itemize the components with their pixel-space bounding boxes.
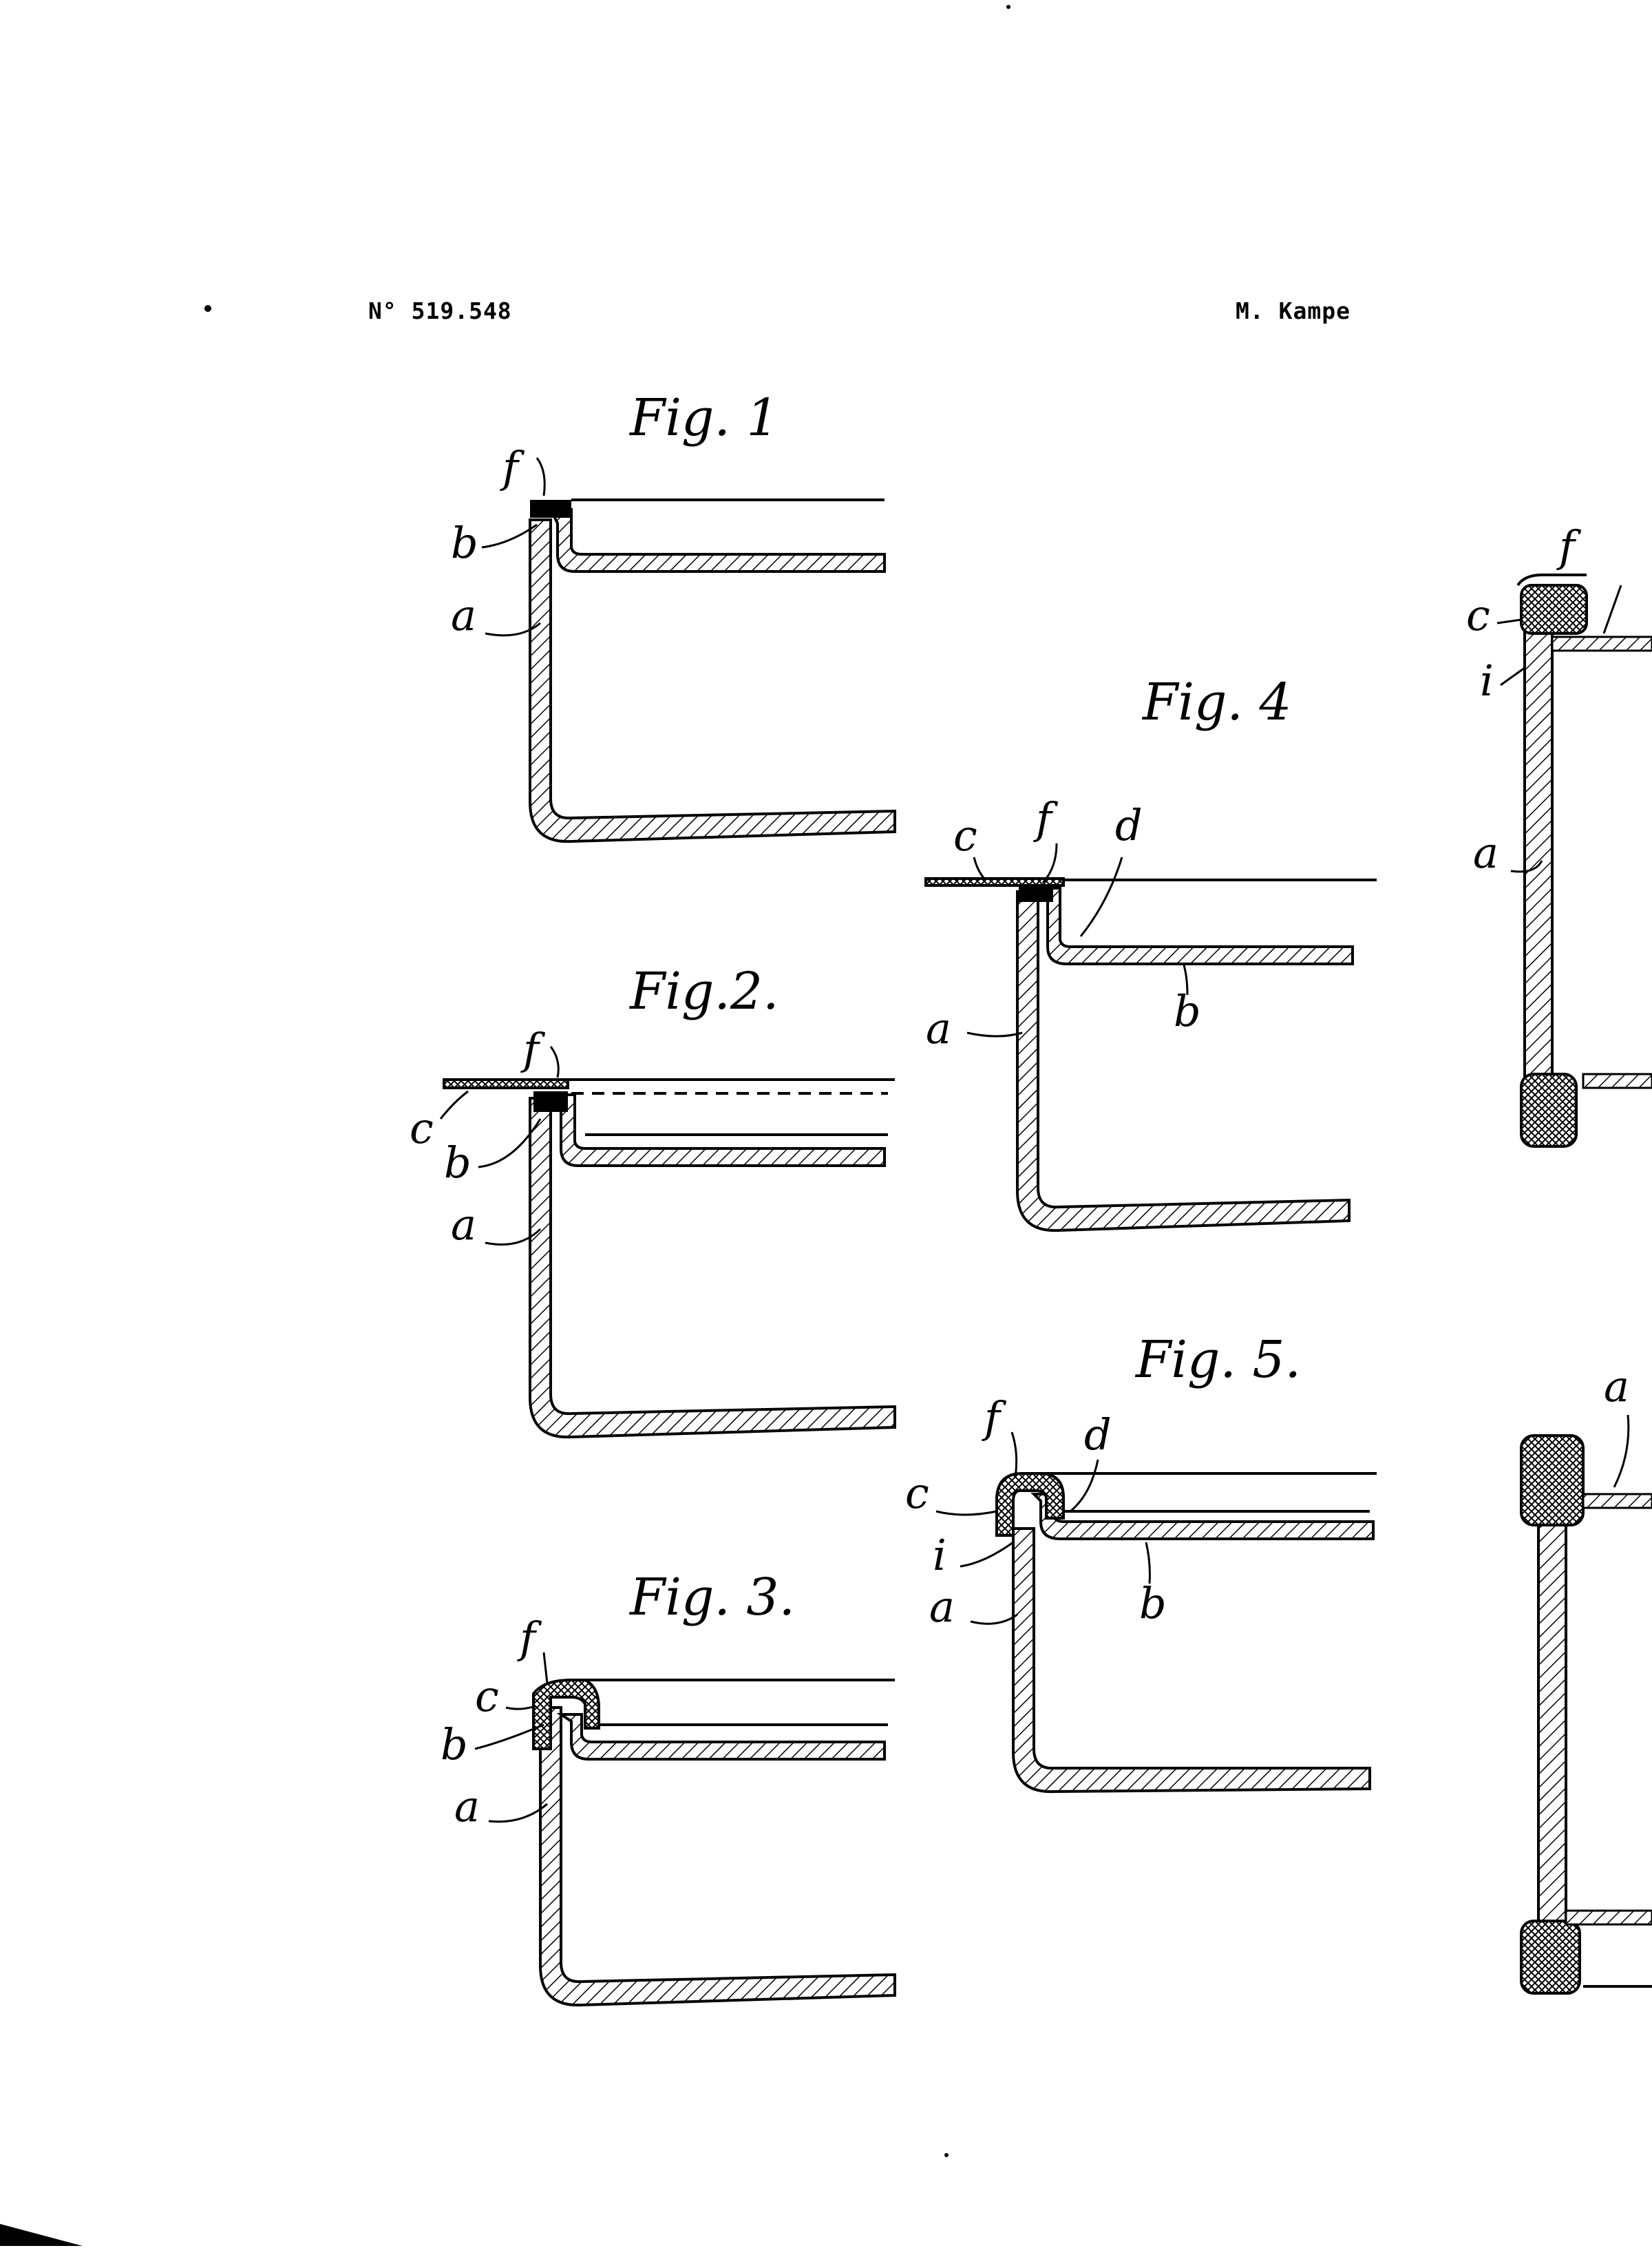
fig7-wall — [1538, 1515, 1566, 1942]
fig5-leader-i — [960, 1542, 1013, 1566]
edge-mark — [0, 2224, 83, 2246]
fig7-bottom-clamp — [1521, 1921, 1580, 1993]
fig1-leader-f — [537, 458, 544, 496]
fig3-label-c: c — [475, 1671, 499, 1721]
fig2-leader-c — [441, 1091, 468, 1119]
fig3-leader-a — [489, 1804, 547, 1822]
fig4-rim-f — [1019, 885, 1053, 902]
fig2-title: Fig.2. — [628, 962, 779, 1021]
fig4-leader-a — [967, 1033, 1022, 1036]
fig6-label-f: f — [1556, 521, 1582, 571]
fig3-label-f: f — [517, 1613, 542, 1663]
fig6-leader-c — [1497, 620, 1521, 623]
fig7-top-clamp — [1521, 1436, 1583, 1525]
fig6-bar-bottom — [1583, 1074, 1652, 1088]
fig3-leader-f — [544, 1652, 547, 1683]
fig4-title: Fig. 4 — [1141, 673, 1292, 732]
fig3-title: Fig. 3. — [628, 1568, 795, 1627]
fig6-wall-a — [1525, 630, 1552, 1084]
fig6-bar-i — [1552, 637, 1652, 651]
figure-4: Fig. 4 c f d a b — [926, 673, 1377, 1230]
fig1-title: Fig. 1 — [628, 388, 779, 448]
fig5-label-a: a — [929, 1582, 955, 1632]
fig4-leader-f — [1043, 843, 1057, 883]
fig5-leader-c — [936, 1511, 997, 1515]
fig5-title: Fig. 5. — [1134, 1330, 1301, 1389]
fig5-label-i: i — [933, 1530, 946, 1580]
fig5-leader-a — [971, 1615, 1017, 1624]
fig2-label-f: f — [520, 1024, 546, 1074]
fig6-bottom-clamp — [1521, 1074, 1576, 1146]
figure-1: Fig. 1 f b a — [451, 388, 895, 841]
fig5-pot-wall-a — [1013, 1529, 1370, 1792]
fig4-leader-d — [1081, 857, 1122, 936]
fig6-top-clamp — [1521, 585, 1587, 633]
fig2-label-c: c — [410, 1103, 434, 1153]
fig1-label-a: a — [451, 590, 476, 640]
fig4-leader-c — [974, 857, 984, 879]
fig1-label-b: b — [451, 518, 478, 568]
fig7-label-a: a — [1604, 1361, 1629, 1411]
fig4-insert-b — [1038, 888, 1353, 964]
fig6-label-a: a — [1473, 828, 1499, 878]
fig6-leader-i — [1501, 668, 1525, 685]
fig6-slash — [1604, 585, 1621, 633]
fig5-insert-b — [1034, 1494, 1373, 1539]
fig3-insert-b — [561, 1714, 885, 1759]
fig3-leader-c — [506, 1706, 536, 1709]
fig5-leader-f — [1012, 1432, 1017, 1477]
fig5-leader-d — [1070, 1460, 1098, 1511]
figure-7-partial: a — [1521, 1361, 1652, 1993]
fig7-bar-bottom — [1566, 1911, 1652, 1924]
fig5-label-c: c — [905, 1468, 929, 1518]
fig3-label-a: a — [454, 1781, 480, 1831]
figure-2: Fig.2. f c b a — [410, 962, 895, 1437]
fig2-rim-f — [533, 1091, 568, 1112]
fig4-label-d: d — [1115, 800, 1143, 850]
fig5-label-d: d — [1084, 1409, 1112, 1460]
fig2-label-b: b — [444, 1137, 472, 1188]
fig6-label-c: c — [1466, 590, 1490, 640]
fig3-label-b: b — [441, 1719, 468, 1770]
fig4-label-a: a — [926, 1003, 951, 1053]
fig1-label-f: f — [500, 442, 525, 492]
fig5-leader-b — [1146, 1542, 1150, 1584]
figure-5: Fig. 5. f d c i a b — [905, 1330, 1377, 1792]
speck — [204, 305, 211, 312]
fig2-cover-c — [444, 1080, 568, 1088]
figure-3: Fig. 3. f c b a — [441, 1568, 895, 2005]
fig7-leader-a — [1614, 1415, 1629, 1487]
fig4-label-c: c — [953, 810, 977, 861]
fig2-label-a: a — [451, 1199, 476, 1250]
fig5-label-b: b — [1139, 1578, 1167, 1628]
fig2-insert-b — [551, 1095, 885, 1166]
speck — [944, 2153, 949, 2157]
fig4-pot-wall-a — [1017, 892, 1349, 1230]
fig2-leader-f — [551, 1047, 558, 1078]
fig7-bar-top — [1583, 1494, 1652, 1508]
fig4-label-f: f — [1033, 793, 1059, 843]
figure-6-partial: f c i a — [1466, 521, 1652, 1146]
fig6-rim-f — [1518, 575, 1587, 585]
fig5-label-f: f — [982, 1392, 1007, 1442]
fig1-insert-b — [551, 510, 885, 571]
speck — [1006, 5, 1010, 9]
fig1-rim-f — [530, 500, 571, 518]
fig6-label-i: i — [1480, 655, 1494, 706]
